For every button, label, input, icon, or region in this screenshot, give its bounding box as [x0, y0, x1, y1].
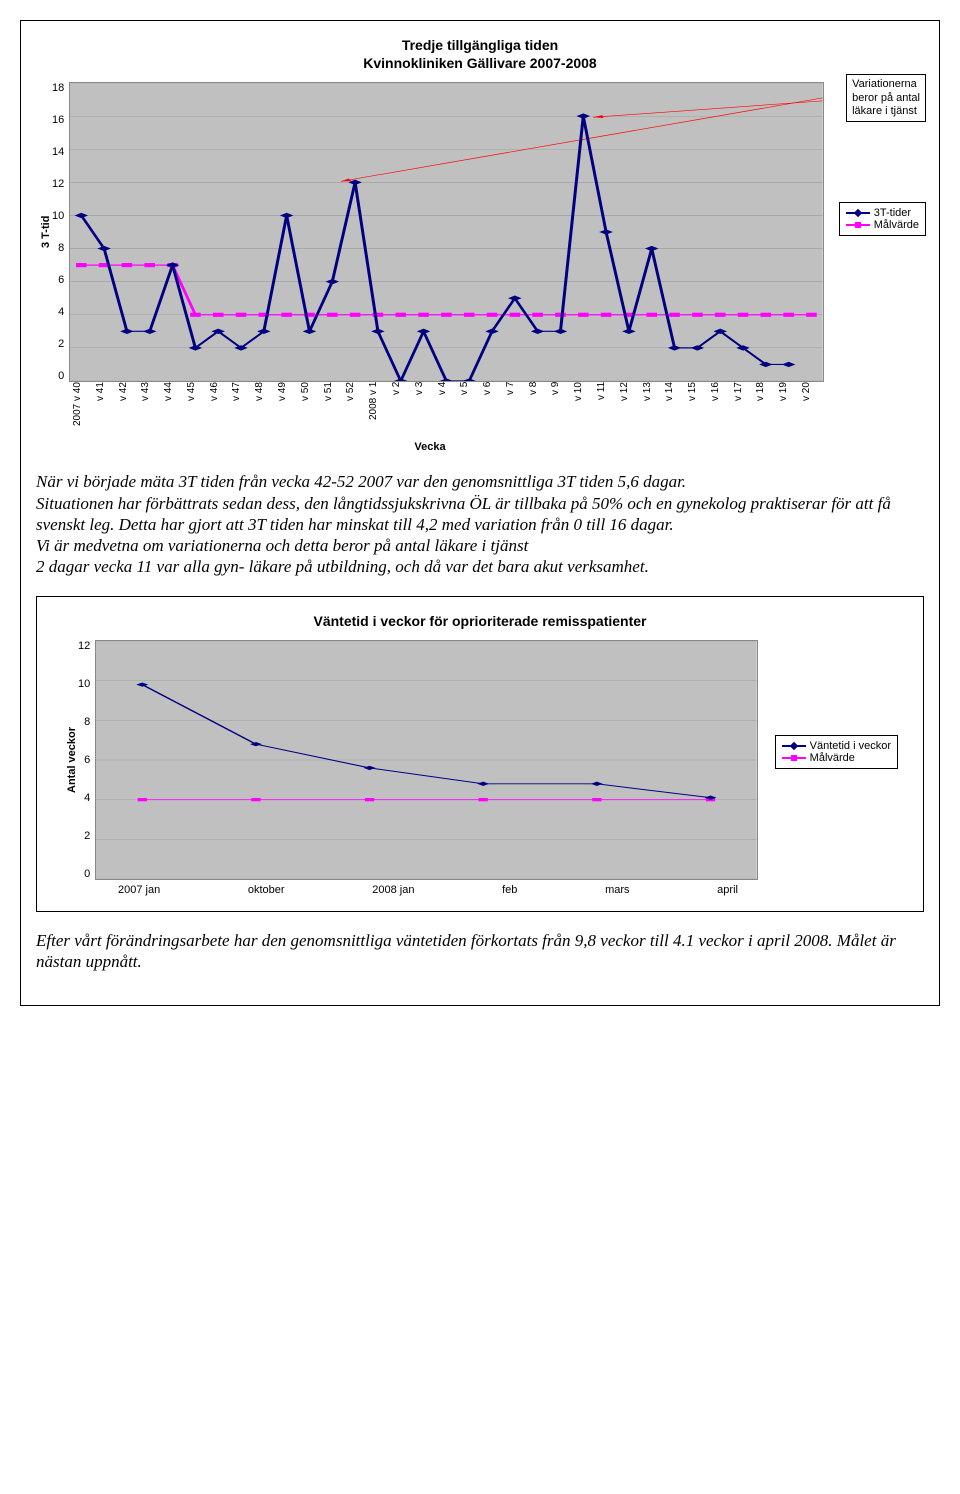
chart1-title-line2: Kvinnokliniken Gällivare 2007-2008	[363, 55, 596, 71]
chart2-svg	[96, 641, 757, 879]
legend2-row2: Målvärde	[782, 752, 891, 764]
chart1-plot	[69, 82, 824, 382]
legend2-s1: Väntetid i veckor	[810, 740, 891, 752]
paragraph-block-1: När vi började mäta 3T tiden från vecka …	[36, 471, 924, 577]
chart2-xticks: 2007 janoktober2008 janfebmarsapril	[98, 880, 758, 896]
chart2-plot	[95, 640, 758, 880]
chart1-legend: 3T-tider Målvärde	[839, 202, 926, 236]
para2: Situationen har förbättrats sedan dess, …	[36, 494, 891, 534]
para5: Efter vårt förändringsarbete har den gen…	[36, 931, 896, 971]
chart1-title: Tredje tillgängliga tiden Kvinnokliniken…	[36, 36, 924, 72]
chart1-ylabel: 3 T-tid	[36, 82, 52, 382]
chart1-title-line1: Tredje tillgängliga tiden	[402, 37, 558, 53]
chart1: Tredje tillgängliga tiden Kvinnokliniken…	[36, 36, 924, 453]
para1: När vi började mäta 3T tiden från vecka …	[36, 472, 686, 491]
page-container: Tredje tillgängliga tiden Kvinnokliniken…	[20, 20, 940, 1006]
chart2-title: Väntetid i veckor för oprioriterade remi…	[62, 612, 898, 630]
legend2-s2: Målvärde	[810, 752, 855, 764]
chart1-svg	[70, 83, 823, 381]
chart2-legend: Väntetid i veckor Målvärde	[775, 735, 898, 769]
annotation-l2: beror på antal	[852, 92, 920, 104]
para3: Vi är medvetna om variationerna och dett…	[36, 536, 528, 555]
legend1-row1: 3T-tider	[846, 207, 919, 219]
legend1-s2: Målvärde	[874, 219, 919, 231]
chart1-annotation: Variationerna beror på antal läkare i tj…	[846, 74, 926, 122]
legend1-row2: Målvärde	[846, 219, 919, 231]
chart1-xlabel: Vecka	[36, 441, 824, 453]
para4: 2 dagar vecka 11 var alla gyn- läkare på…	[36, 557, 649, 576]
annotation-l1: Variationerna	[852, 78, 917, 90]
chart2-yticks: 121086420	[78, 640, 95, 880]
chart2-container: Väntetid i veckor för oprioriterade remi…	[36, 596, 924, 912]
chart1-xticks: 2007 v 40v 41v 42v 43v 44v 45v 46v 47v 4…	[72, 382, 824, 437]
paragraph-block-2: Efter vårt förändringsarbete har den gen…	[36, 930, 924, 973]
legend1-s1: 3T-tider	[874, 207, 911, 219]
legend2-row1: Väntetid i veckor	[782, 740, 891, 752]
chart2-ylabel: Antal veckor	[62, 640, 78, 880]
chart1-yticks: 181614121086420	[52, 82, 69, 382]
annotation-l3: läkare i tjänst	[852, 105, 917, 117]
